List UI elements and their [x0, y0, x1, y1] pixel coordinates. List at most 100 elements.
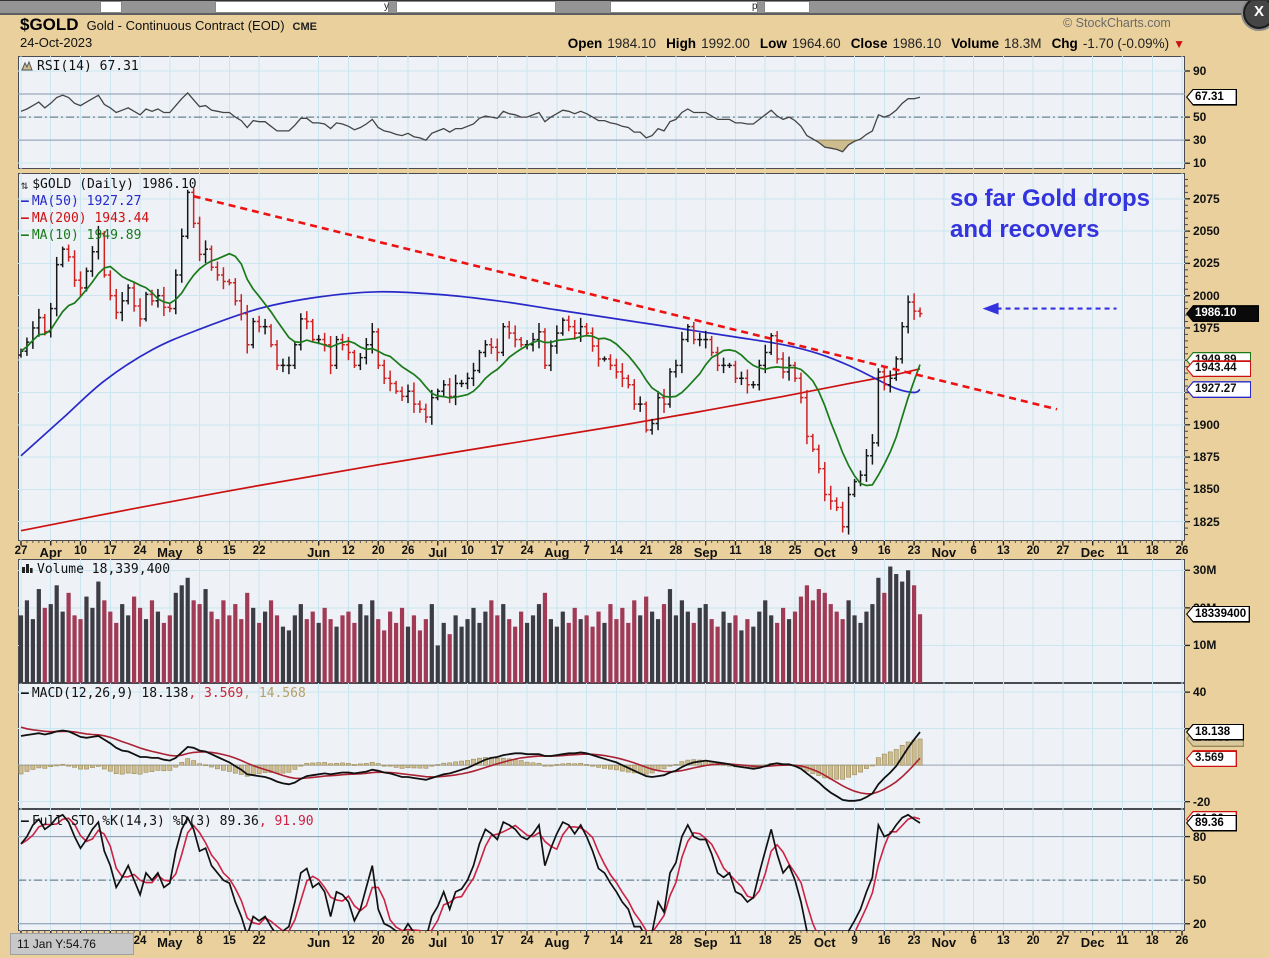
price-chart-icon: ⇅: [21, 178, 29, 192]
chart-header: $GOLD Gold - Continuous Contract (EOD) CME: [20, 15, 317, 35]
ma-line-icon: —: [21, 228, 29, 243]
exchange: CME: [292, 21, 317, 33]
x-tick-label: 17: [103, 545, 117, 557]
x-tick-label: 16: [877, 935, 891, 947]
x-tick-label: 20: [1026, 545, 1040, 557]
macd-value-tag: 3.569: [1186, 750, 1237, 768]
x-tick-label: 15: [222, 545, 236, 557]
x-tick-label: 14: [609, 935, 623, 947]
ma-legend-text: MA(50) 1927.27: [31, 194, 142, 209]
sto-d-value: , 91.90: [258, 814, 314, 829]
x-tick-label: 26: [401, 935, 415, 947]
x-tick-label: 8: [196, 935, 203, 947]
x-tick-label: 27: [1056, 935, 1070, 947]
macd-signal-value: , 3.569: [188, 686, 244, 701]
volume-legend-value: 18,339,400: [91, 562, 171, 577]
change-down-icon: ▼: [1173, 37, 1185, 51]
price-plot: [18, 173, 1185, 541]
chart-date: 24-Oct-2023: [20, 35, 93, 50]
x-tick-label: 11: [729, 545, 742, 557]
x-tick-label: 18: [1145, 545, 1159, 557]
sto-value-tag: 89.36: [1186, 814, 1237, 832]
x-tick-label: 23: [907, 935, 921, 947]
price-value-tag: 1943.44: [1186, 360, 1252, 378]
x-tick-label: 13: [996, 935, 1010, 947]
x-tick-label: 11: [729, 935, 742, 947]
x-axis-ticks: [20, 931, 1183, 936]
price-legend-value: 1986.10: [141, 177, 197, 192]
panel-price: [18, 173, 1185, 541]
ma-legend-row: — MA(50) 1927.27: [21, 194, 149, 211]
macd-line-icon: —: [21, 686, 29, 701]
quote-label: Close: [850, 36, 888, 51]
quote-label: Open: [567, 36, 603, 51]
x-tick-label: 18: [758, 935, 772, 947]
y-axis-label: 2050: [1193, 224, 1220, 239]
macd-plot: [18, 683, 1185, 809]
ma-line-icon: —: [21, 194, 29, 209]
x-tick-label: Jun: [307, 545, 331, 560]
close-button[interactable]: X: [1241, 1, 1269, 31]
macd-legend: — MACD(12,26,9) 18.138, 3.569, 14.568: [21, 686, 306, 701]
quote-value: 18.3M: [1004, 36, 1042, 51]
x-tick-label: 22: [252, 935, 266, 947]
y-axis-label: 80: [1193, 829, 1207, 844]
x-tick-label: 28: [669, 545, 683, 557]
x-tick-label: 24: [133, 935, 147, 947]
tag-value: 18339400: [1195, 607, 1247, 620]
quote-value: 1964.60: [791, 36, 841, 51]
x-tick-label: 18: [758, 545, 772, 557]
x-tick-label: 10: [461, 935, 474, 947]
tag-value: 1927.27: [1195, 383, 1237, 396]
x-axis-ticks: [20, 541, 1183, 546]
x-tick-label: Aug: [544, 935, 570, 950]
y-axis-label: 1875: [1193, 450, 1220, 465]
y-axis-label: 1975: [1193, 320, 1220, 335]
y-axis-label: 1825: [1193, 514, 1220, 529]
status-box: 11 Jan Y:54.76: [10, 933, 134, 955]
rsi-legend-value: 67.31: [99, 59, 139, 74]
x-tick-label: 16: [877, 545, 891, 557]
quote-label: Low: [759, 36, 787, 51]
y-axis-label: 50: [1193, 873, 1207, 888]
y-axis-label: 10: [1193, 156, 1207, 171]
browser-strip-text: y: [384, 1, 389, 12]
annotation-line1: so far Gold drops: [950, 185, 1151, 212]
ma-legend-text: MA(200) 1943.44: [31, 211, 150, 226]
x-tick-label: 17: [490, 545, 504, 557]
x-tick-label: 28: [669, 935, 683, 947]
x-tick-label: 18: [1145, 935, 1159, 947]
x-tick-label: 10: [74, 545, 87, 557]
rsi-plot: [18, 56, 1185, 169]
y-axis-label: 2000: [1193, 288, 1220, 303]
x-tick-label: 26: [1175, 935, 1189, 947]
tag-value: 1943.44: [1195, 362, 1237, 375]
ma-legend: — MA(50) 1927.27— MA(200) 1943.44— MA(10) 1…: [21, 194, 149, 245]
volume-legend-name: Volume: [37, 562, 84, 577]
y-axis-label: 30: [1193, 133, 1207, 148]
x-tick-label: 17: [490, 935, 504, 947]
rsi-legend-name: RSI(14): [37, 59, 92, 74]
price-legend: ⇅ $GOLD (Daily) 1986.10: [21, 177, 197, 192]
x-axis-bottom: 27Apr101724May81522Jun122026Jul101724Aug…: [15, 931, 1188, 957]
x-tick-label: 21: [639, 935, 653, 947]
x-tick-label: 24: [520, 935, 534, 947]
x-tick-label: 13: [996, 545, 1010, 557]
macd-value: 18.138: [141, 686, 189, 701]
y-axis-label: 2075: [1193, 191, 1220, 206]
volume-icon: [21, 562, 33, 578]
y-axis-label: 2025: [1193, 256, 1220, 271]
x-tick-label: 8: [196, 545, 203, 557]
quote-label: Chg: [1051, 36, 1078, 51]
annotation-text: so far Gold drops and recovers: [950, 183, 1150, 245]
sto-plot: [18, 809, 1185, 931]
price-legend-name: $GOLD (Daily): [32, 177, 134, 192]
x-tick-label: Jul: [428, 545, 448, 560]
sto-line-icon: —: [21, 814, 29, 829]
quote-value: 1992.00: [701, 36, 750, 51]
quote-label: Volume: [951, 36, 1000, 51]
browser-strip-fragment: [215, 1, 389, 13]
x-tick-label: 9: [851, 545, 858, 557]
y-axis-label: 50: [1193, 110, 1207, 125]
